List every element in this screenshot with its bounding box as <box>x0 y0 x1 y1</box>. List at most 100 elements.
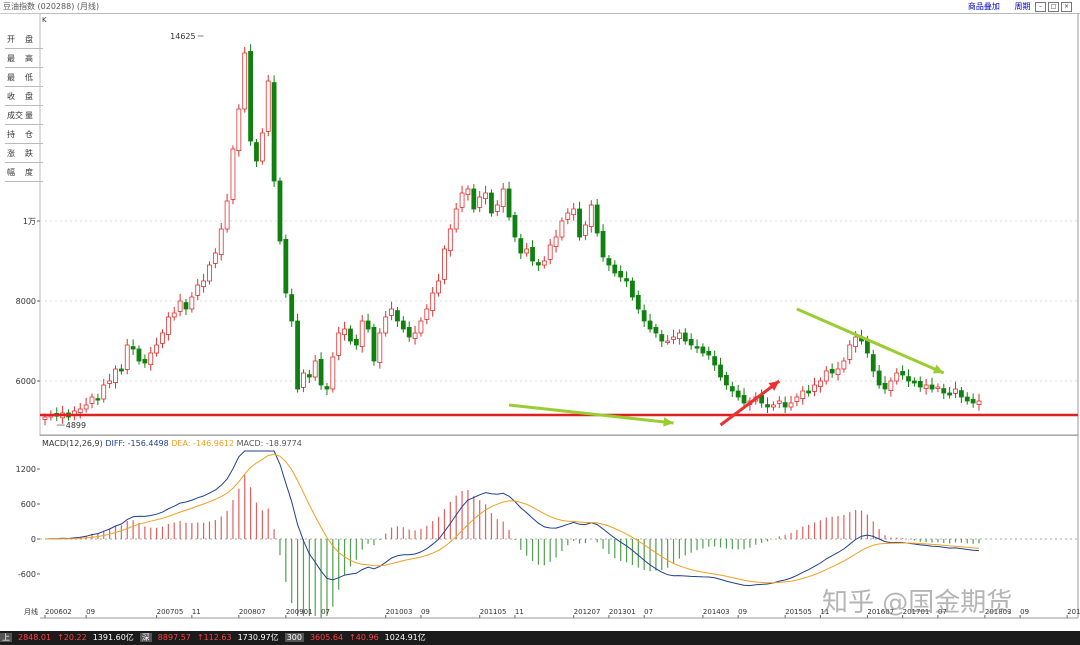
candle-body <box>89 396 95 404</box>
candle-body <box>142 358 148 364</box>
info-row: 收盘 <box>5 87 43 106</box>
candle-body <box>359 320 365 348</box>
status-item: 300 <box>284 633 304 642</box>
candle-body <box>970 398 976 404</box>
candle-body <box>735 390 741 398</box>
candle-body <box>453 208 459 230</box>
candle-body <box>353 338 359 346</box>
candle-body <box>442 248 447 280</box>
candle-body <box>506 188 512 218</box>
candle-body <box>136 348 142 362</box>
candle-body <box>935 386 941 389</box>
x-tick-label: 07 <box>321 608 330 616</box>
candle-body <box>77 408 83 413</box>
candle-body <box>459 192 465 208</box>
candle-body <box>483 192 488 199</box>
status-item: ↑20.22 <box>57 633 87 642</box>
candle-body <box>348 328 353 342</box>
candle-body <box>218 228 224 256</box>
candle-body <box>95 398 101 401</box>
info-row: 持仓 <box>5 125 43 144</box>
candle-body <box>876 370 882 386</box>
macd-y-tick-label: 600 <box>21 500 36 509</box>
candle-body <box>894 372 900 382</box>
candle-body <box>906 376 911 382</box>
candle-body <box>812 384 817 392</box>
candle-body <box>113 368 118 384</box>
candle-body <box>254 142 259 162</box>
candle-body <box>406 326 412 338</box>
candle-body <box>682 332 688 342</box>
close-icon[interactable]: × <box>1061 1 1072 12</box>
candle-body <box>659 334 665 342</box>
x-tick-label: 200602 <box>45 608 72 616</box>
candle-body <box>577 208 582 238</box>
candle-body <box>400 320 406 330</box>
candle-body <box>489 192 494 214</box>
status-item: 深 <box>139 633 152 642</box>
commodity-overlay-button[interactable]: 商品叠加 <box>967 2 1000 11</box>
info-row: 最高 <box>5 49 43 68</box>
info-label: 高 <box>25 54 33 63</box>
x-tick-label: 200901 <box>286 608 313 616</box>
candle-body <box>512 214 518 238</box>
period-button[interactable]: 周期 <box>1014 2 1031 11</box>
candle-body <box>947 392 953 396</box>
candle-body <box>559 220 565 238</box>
candle-body <box>677 332 682 339</box>
candle-body <box>788 402 794 408</box>
x-tick-label: 11 <box>820 608 829 616</box>
macd-y-tick-label: 1200 <box>16 465 36 474</box>
x-tick-label: 11 <box>515 608 524 616</box>
candle-body <box>42 416 48 420</box>
candle-body <box>195 284 201 296</box>
trend-arrow-head <box>663 417 674 427</box>
minimize-icon[interactable]: – <box>1035 1 1046 12</box>
candle-body <box>395 310 400 322</box>
maximize-icon[interactable]: □ <box>1048 1 1059 12</box>
candle-body <box>389 308 394 316</box>
candle-body <box>547 244 553 260</box>
info-label: 跌 <box>25 149 33 158</box>
x-tick-label: 201207 <box>574 608 601 616</box>
candle-body <box>900 370 906 376</box>
candle-body <box>524 248 530 254</box>
candle-body <box>101 384 107 400</box>
candle-body <box>712 356 718 366</box>
candle-body <box>306 374 312 378</box>
candle-body <box>312 360 318 378</box>
candle-body <box>976 400 982 405</box>
candle-body <box>929 384 935 390</box>
candle-body <box>242 52 248 110</box>
candle-body <box>817 380 823 387</box>
candle-body <box>671 336 676 340</box>
candle-body <box>635 294 641 310</box>
candlestick-chart[interactable]: K600080001万14625489912006000-600MACD(12,… <box>0 13 1080 631</box>
candle-body <box>964 396 970 402</box>
candle-body <box>289 294 295 322</box>
status-item: ↑112.63 <box>196 633 232 642</box>
watermark: 知乎 @国金期货 <box>822 588 1013 618</box>
candle-body <box>154 344 160 354</box>
candle-body <box>553 236 559 247</box>
macd-legend-item: MACD(12,26,9) <box>42 439 105 448</box>
candle-body <box>706 350 712 356</box>
x-tick-label: 201505 <box>785 608 812 616</box>
x-tick-label: 201701 <box>903 608 930 616</box>
candle-body <box>160 332 165 344</box>
macd-dea-line <box>45 453 980 584</box>
candle-body <box>800 390 806 399</box>
candle-body <box>518 238 524 254</box>
info-label: 收 <box>7 92 15 101</box>
candle-body <box>765 404 770 408</box>
main-panel-frame <box>39 13 1079 436</box>
low-label: 4899 <box>66 421 86 430</box>
info-label: 涨 <box>7 149 15 158</box>
candle-body <box>718 364 723 378</box>
candle-body <box>541 260 547 266</box>
candle-body <box>530 246 535 262</box>
x-tick-label: 201105 <box>480 608 507 616</box>
x-tick-label: 09 <box>1020 608 1029 616</box>
candle-body <box>588 204 594 228</box>
info-label: 仓 <box>25 130 33 139</box>
